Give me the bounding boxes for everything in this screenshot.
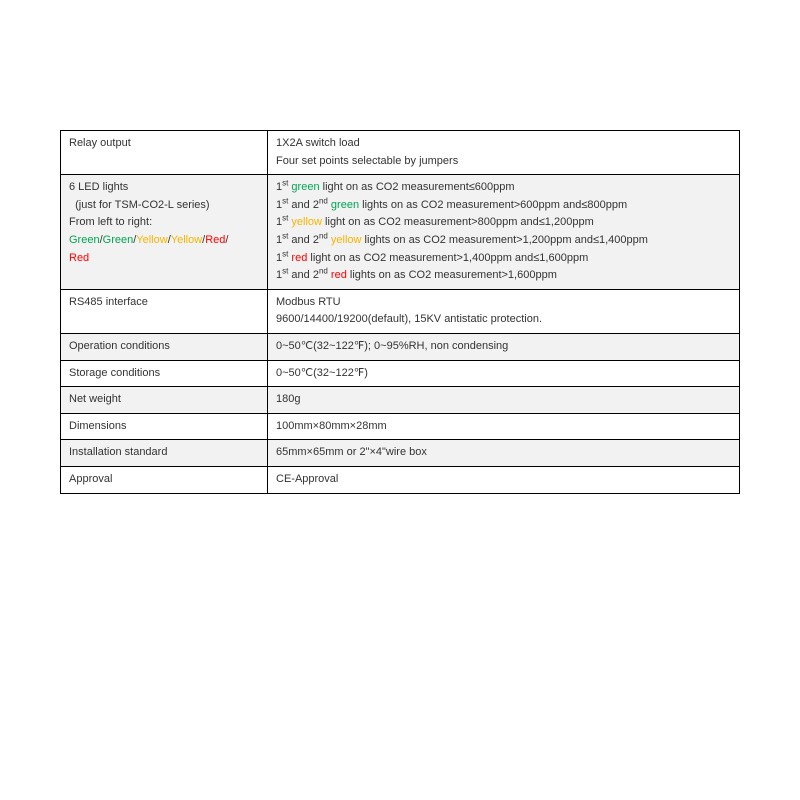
row-label: Net weight (61, 387, 268, 414)
row-label: Installation standard (61, 440, 268, 467)
table-row: Operation conditions0~50℃(32~122℉); 0~95… (61, 333, 740, 360)
row-value: 65mm×65mm or 2"×4"wire box (268, 440, 740, 467)
row-label: Operation conditions (61, 333, 268, 360)
spec-table-wrap: Relay output1X2A switch loadFour set poi… (60, 130, 740, 494)
table-row: Dimensions100mm×80mm×28mm (61, 413, 740, 440)
spec-table: Relay output1X2A switch loadFour set poi… (60, 130, 740, 494)
row-label: Approval (61, 466, 268, 493)
table-row: Storage conditions0~50℃(32~122℉) (61, 360, 740, 387)
table-row: Net weight180g (61, 387, 740, 414)
row-value: 100mm×80mm×28mm (268, 413, 740, 440)
row-value: 1st green light on as CO2 measurement≤60… (268, 175, 740, 290)
table-row: ApprovalCE-Approval (61, 466, 740, 493)
row-value: 0~50℃(32~122℉); 0~95%RH, non condensing (268, 333, 740, 360)
row-value: 180g (268, 387, 740, 414)
row-value: 1X2A switch loadFour set points selectab… (268, 131, 740, 175)
row-label: Relay output (61, 131, 268, 175)
row-label: RS485 interface (61, 289, 268, 333)
table-row: Relay output1X2A switch loadFour set poi… (61, 131, 740, 175)
row-value: Modbus RTU9600/14400/19200(default), 15K… (268, 289, 740, 333)
row-value: 0~50℃(32~122℉) (268, 360, 740, 387)
row-value: CE-Approval (268, 466, 740, 493)
table-row: RS485 interfaceModbus RTU9600/14400/1920… (61, 289, 740, 333)
row-label: Storage conditions (61, 360, 268, 387)
table-row: 6 LED lights (just for TSM-CO2-L series)… (61, 175, 740, 290)
row-label: 6 LED lights (just for TSM-CO2-L series)… (61, 175, 268, 290)
table-row: Installation standard65mm×65mm or 2"×4"w… (61, 440, 740, 467)
row-label: Dimensions (61, 413, 268, 440)
